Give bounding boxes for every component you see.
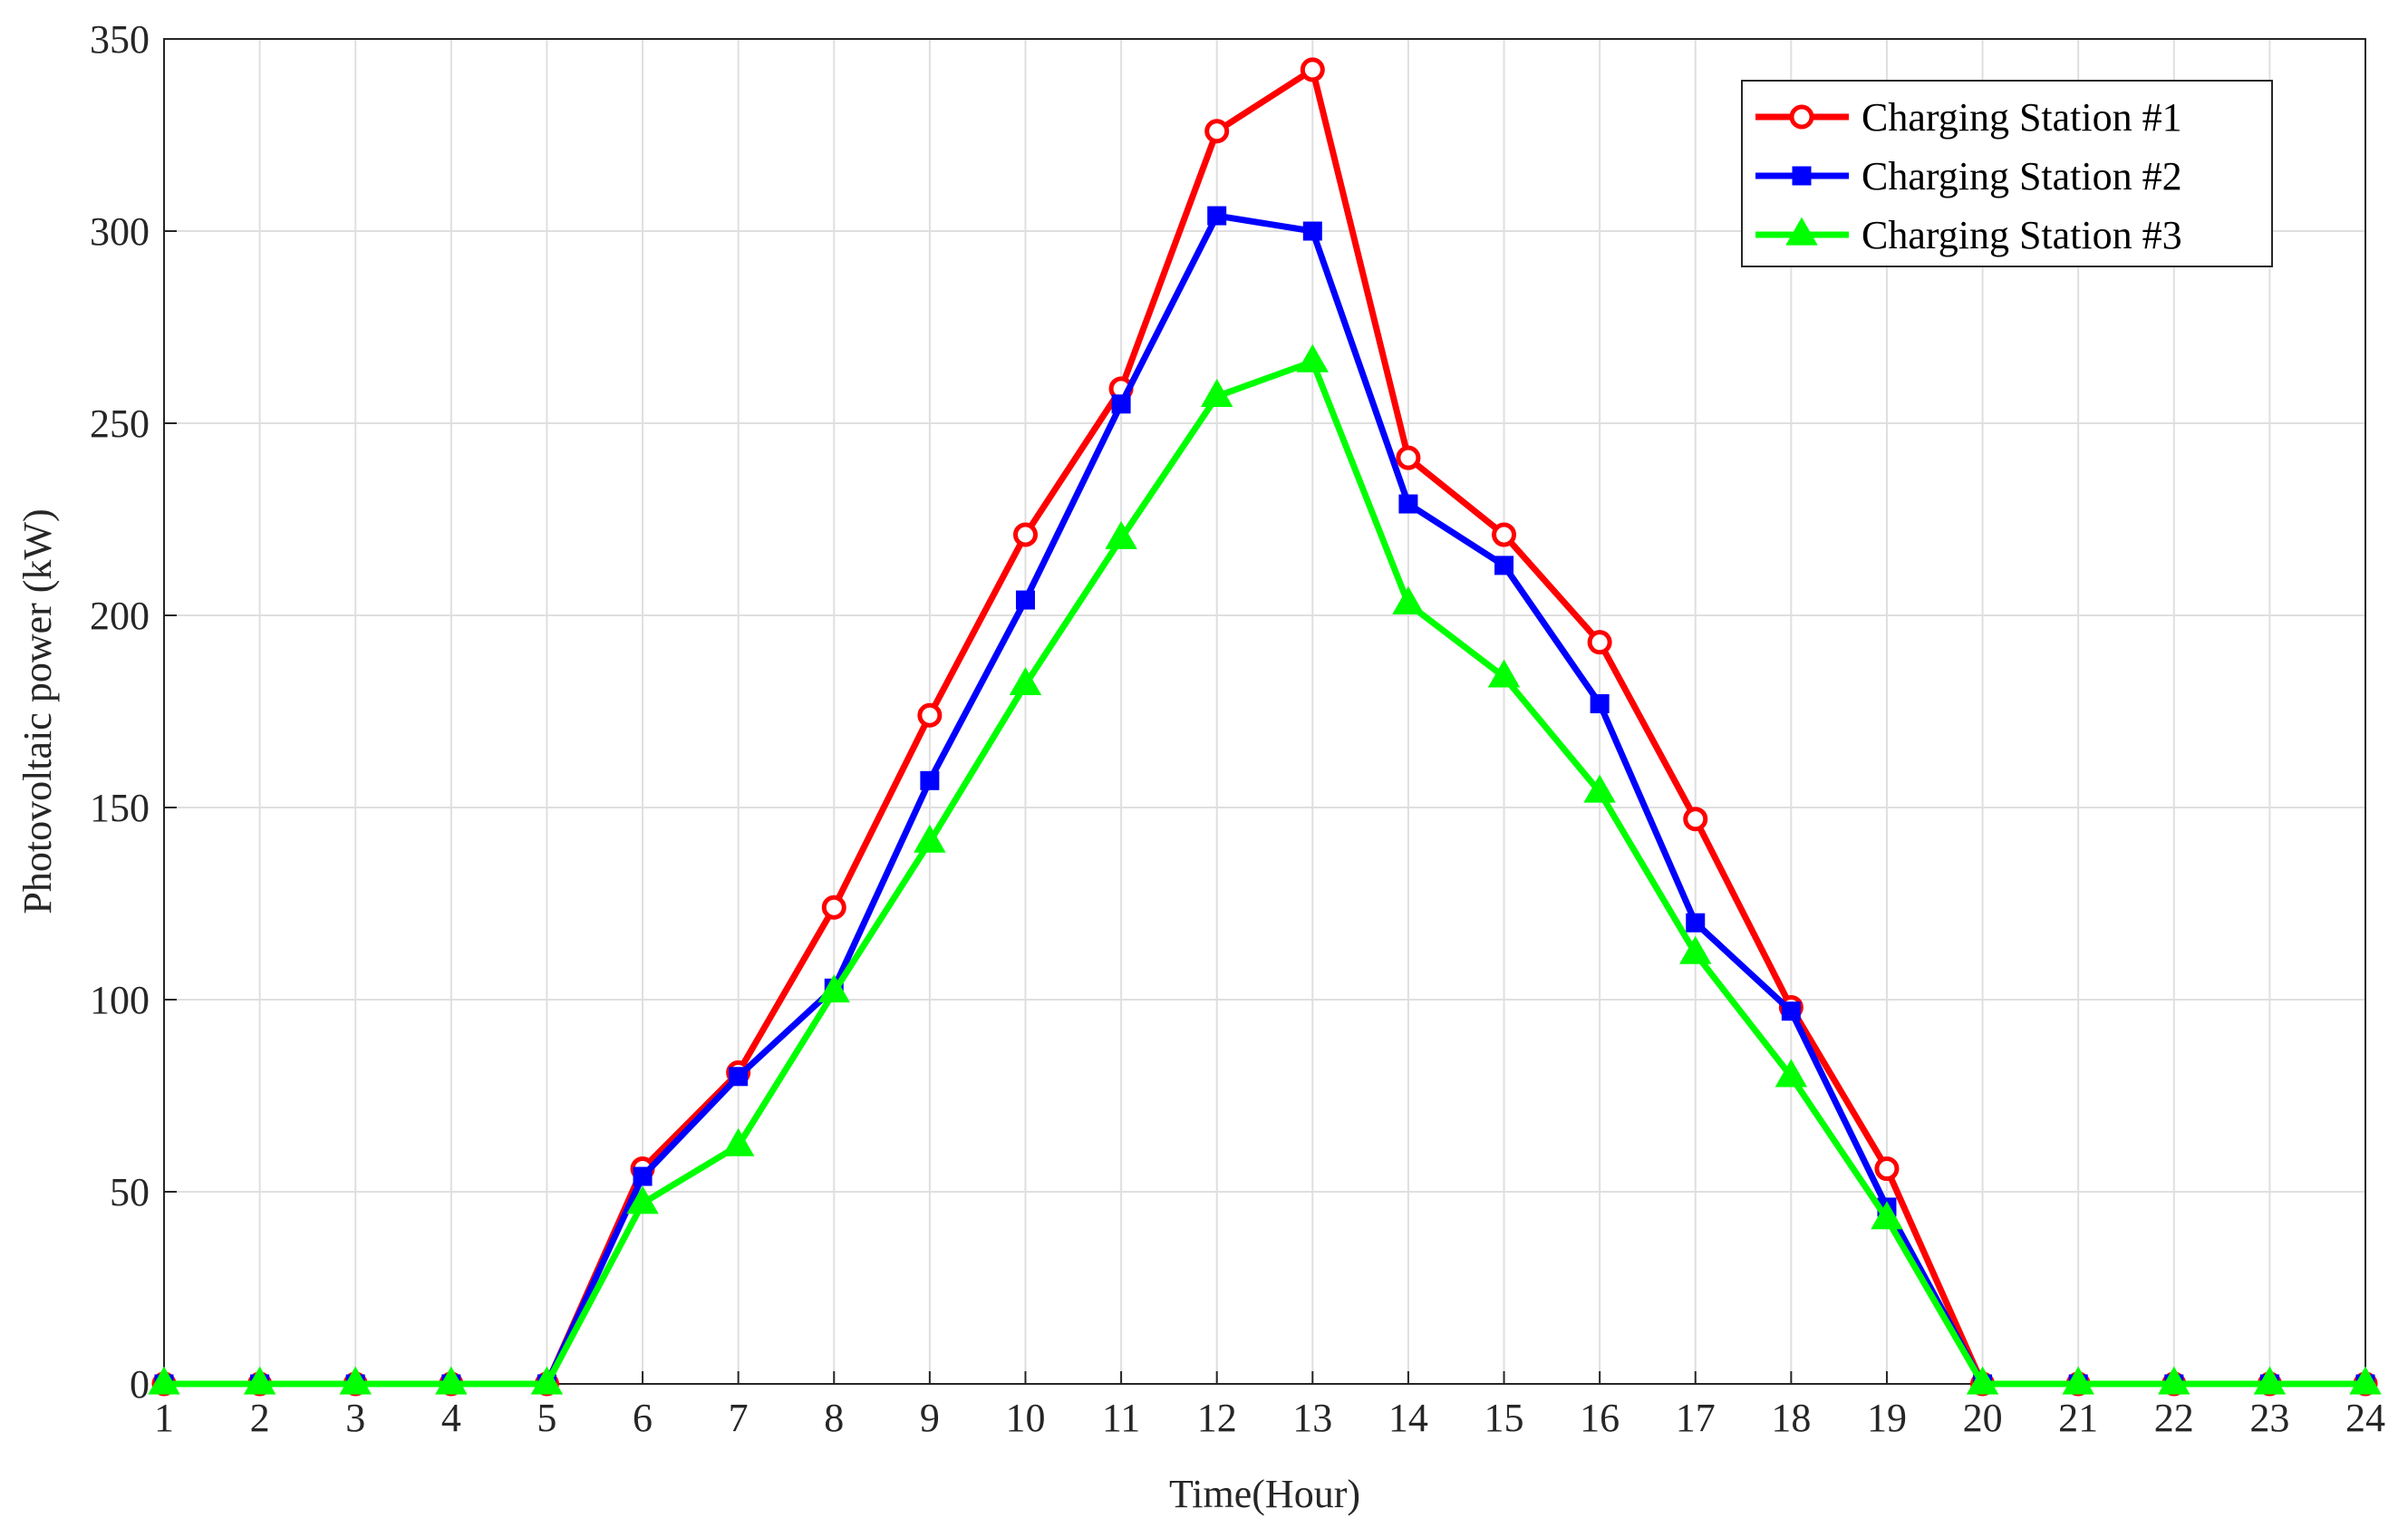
data-point-series-2 [1781,1001,1801,1021]
data-point-series-3 [2253,1366,2287,1395]
data-point-series-3 [435,1366,468,1395]
data-point-series-3 [1296,343,1330,372]
data-point-series-2 [1207,206,1227,226]
legend-item-1: Charging Station #1 [1755,95,2182,140]
y-axis-title: Photovoltaic power (kW) [15,508,60,914]
data-point-series-3 [148,1366,180,1395]
x-tick-label: 16 [1580,1396,1620,1440]
data-point-series-1 [1683,807,1708,832]
x-tick-label: 7 [729,1396,749,1440]
data-point-series-2 [1494,556,1514,575]
x-tick-label: 13 [1292,1396,1332,1440]
series-lines [148,57,2382,1397]
data-point-series-3 [2062,1366,2094,1395]
x-tick-label: 19 [1867,1396,1907,1440]
data-point-series-1 [917,702,943,728]
axis-ticks: 1 2 3 4 5 6 7 8 9 10 11 12 13 14 15 16 17 18 19 20 21 22 23 240… [90,17,2385,1440]
x-tick-label: 4 [441,1396,461,1440]
data-point-series-1 [1396,445,1421,470]
x-tick-label: 12 [1197,1396,1237,1440]
data-point-series-3 [1583,774,1616,803]
x-tick-label: 6 [633,1396,653,1440]
legend-label: Charging Station #3 [1862,213,2182,257]
x-tick-label: 21 [2058,1396,2098,1440]
legend-label: Charging Station #1 [1862,95,2182,140]
data-point-series-1 [1012,522,1038,547]
data-point-series-1 [1204,119,1230,144]
data-point-series-2 [1015,590,1035,610]
data-point-series-3 [1392,585,1425,614]
data-point-series-3 [339,1366,372,1395]
data-point-series-2 [1398,494,1418,514]
data-point-series-2 [1686,913,1706,933]
data-point-series-3 [530,1366,564,1395]
y-tick-label: 100 [90,978,150,1022]
data-point-series-2 [1302,221,1322,241]
x-axis-title: Time(Hour) [1169,1472,1360,1516]
y-tick-label: 50 [110,1170,150,1214]
series-line-3 [164,358,2365,1388]
data-point-series-3 [1105,520,1137,549]
legend-item-3: Charging Station #3 [1755,213,2182,257]
x-tick-label: 10 [1005,1396,1045,1440]
x-tick-label: 2 [250,1396,270,1440]
data-point-series-1 [1300,57,1325,82]
data-point-series-2 [729,1067,749,1087]
grid [163,38,2366,1385]
x-tick-label: 24 [2345,1396,2385,1440]
legend-marker [1792,166,1812,186]
legend-marker [1789,104,1814,130]
legend: Charging Station #1 Charging Station #2 Ch… [1741,80,2273,267]
legend-label: Charging Station #2 [1862,154,2182,198]
data-point-series-3 [2158,1366,2190,1395]
data-point-series-1 [1492,522,1517,547]
data-point-series-3 [2349,1366,2382,1395]
y-tick-label: 350 [90,17,150,62]
legend-item-2: Charging Station #2 [1755,154,2182,198]
x-tick-label: 18 [1771,1396,1811,1440]
data-point-series-2 [1111,394,1131,414]
x-tick-label: 20 [1963,1396,2003,1440]
data-point-series-3 [1871,1201,1903,1230]
data-point-series-3 [1775,1059,1808,1088]
legend-marker [1785,217,1818,246]
x-tick-label: 1 [154,1396,174,1440]
data-point-series-3 [1487,659,1521,688]
data-point-series-1 [1874,1156,1900,1182]
data-point-series-3 [817,974,850,1003]
y-tick-label: 0 [130,1362,150,1407]
y-tick-label: 300 [90,209,150,254]
x-tick-label: 3 [345,1396,365,1440]
data-point-series-3 [243,1366,276,1395]
x-tick-label: 17 [1676,1396,1716,1440]
data-point-series-3 [1009,666,1042,695]
y-tick-label: 150 [90,786,150,830]
data-point-series-2 [920,770,940,790]
x-tick-label: 23 [2249,1396,2289,1440]
y-tick-label: 250 [90,401,150,446]
x-tick-label: 9 [920,1396,940,1440]
data-point-series-3 [1966,1366,1999,1395]
data-point-series-1 [1587,630,1612,655]
data-point-series-3 [1200,378,1233,407]
data-point-series-1 [821,895,846,920]
x-tick-label: 15 [1484,1396,1524,1440]
series-3 [148,343,2382,1395]
data-point-series-2 [1590,694,1610,714]
data-point-series-3 [1679,935,1712,964]
plot-area-frame [163,38,2366,1385]
x-tick-label: 14 [1388,1396,1428,1440]
data-point-series-3 [914,824,946,853]
x-tick-label: 11 [1102,1396,1140,1440]
x-tick-label: 8 [824,1396,844,1440]
data-point-series-3 [626,1185,659,1214]
data-point-series-3 [721,1127,755,1156]
data-point-series-2 [633,1166,653,1186]
x-tick-label: 5 [537,1396,556,1440]
x-tick-label: 22 [2154,1396,2194,1440]
y-tick-label: 200 [90,594,150,638]
